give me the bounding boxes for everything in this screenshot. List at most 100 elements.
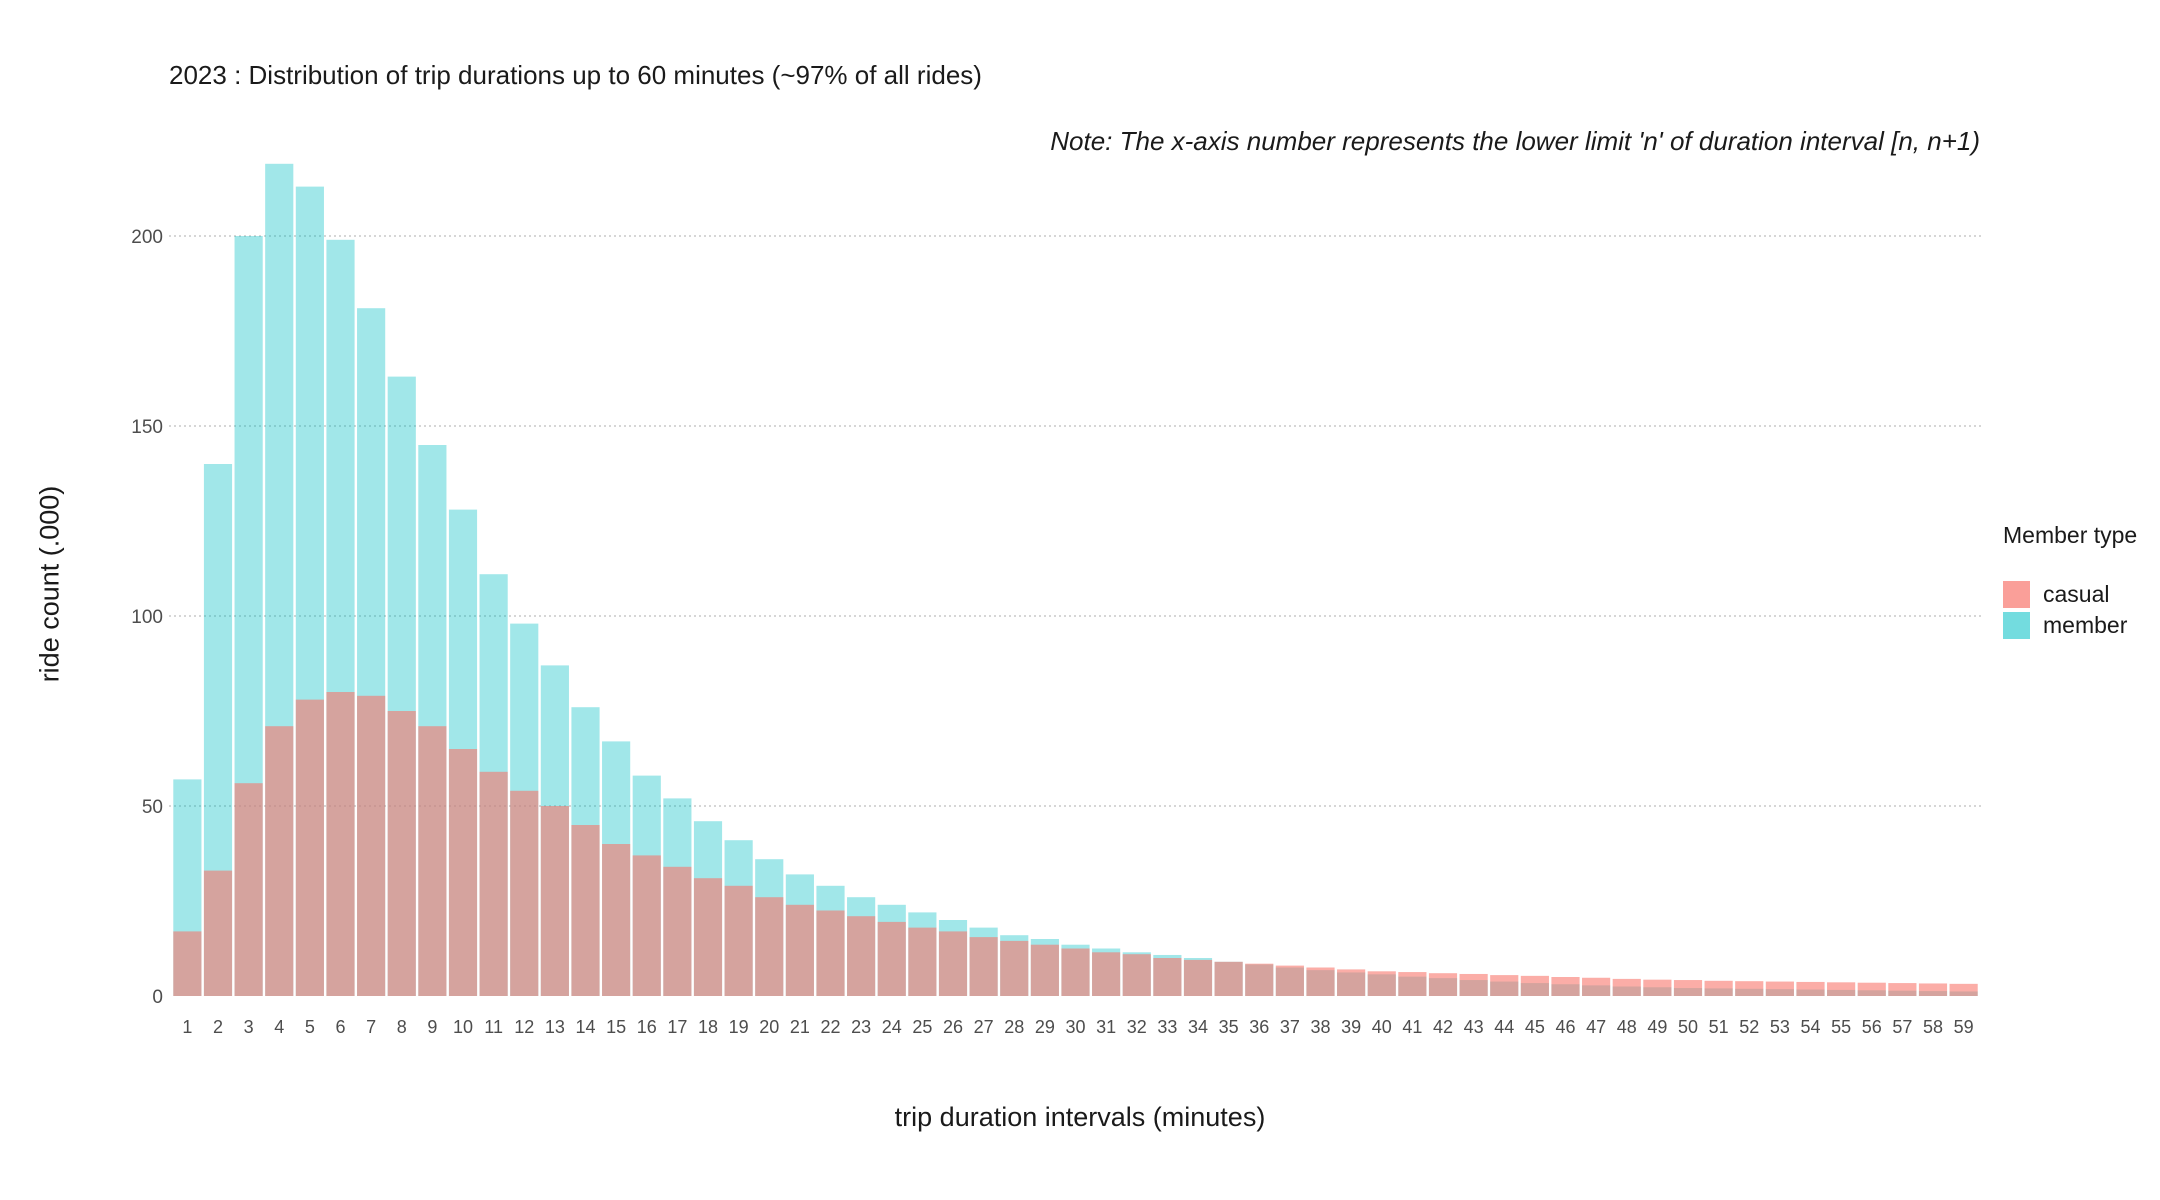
- x-tick-label-50: 50: [1678, 1017, 1698, 1037]
- x-tick-label-16: 16: [637, 1017, 657, 1037]
- bar-casual-1: [173, 931, 202, 996]
- bar-casual-29: [1030, 944, 1059, 996]
- bar-casual-41: [1398, 972, 1427, 996]
- bar-casual-16: [632, 855, 661, 996]
- x-tick-label-14: 14: [575, 1017, 595, 1037]
- x-tick-label-31: 31: [1096, 1017, 1116, 1037]
- bar-casual-7: [357, 695, 386, 996]
- x-tick-label-26: 26: [943, 1017, 963, 1037]
- legend-swatch-casual: [2003, 581, 2030, 608]
- legend-label-member: member: [2043, 612, 2128, 638]
- x-tick-label-13: 13: [545, 1017, 565, 1037]
- x-tick-label-34: 34: [1188, 1017, 1208, 1037]
- bar-casual-59: [1949, 983, 1978, 996]
- x-tick-label-15: 15: [606, 1017, 626, 1037]
- bar-casual-10: [448, 749, 478, 996]
- bar-casual-52: [1735, 981, 1764, 996]
- x-tick-label-22: 22: [820, 1017, 840, 1037]
- x-tick-label-20: 20: [759, 1017, 779, 1037]
- x-tick-label-11: 11: [484, 1017, 503, 1037]
- x-tick-label-12: 12: [514, 1017, 534, 1037]
- y-tick-label-100: 100: [131, 607, 163, 628]
- x-tick-label-4: 4: [274, 1017, 284, 1037]
- y-axis-label: ride count (.000): [34, 485, 65, 683]
- x-tick-label-39: 39: [1341, 1017, 1361, 1037]
- bar-casual-35: [1214, 961, 1243, 996]
- x-tick-label-8: 8: [397, 1017, 407, 1037]
- x-tick-label-21: 21: [790, 1017, 810, 1037]
- bar-casual-23: [847, 916, 876, 996]
- bar-casual-13: [540, 806, 569, 996]
- legend-item-casual: casual: [2003, 579, 2137, 610]
- bar-casual-27: [969, 937, 998, 996]
- x-tick-label-54: 54: [1800, 1017, 1820, 1037]
- bar-casual-40: [1367, 971, 1396, 996]
- legend-title: Member type: [2003, 522, 2138, 548]
- x-tick-label-52: 52: [1739, 1017, 1759, 1037]
- bar-casual-39: [1337, 969, 1366, 996]
- bar-casual-17: [663, 866, 692, 996]
- y-tick-label-50: 50: [142, 797, 163, 818]
- bar-casual-4: [265, 726, 294, 996]
- x-tick-label-38: 38: [1310, 1017, 1330, 1037]
- x-tick-label-5: 5: [305, 1017, 315, 1037]
- bar-casual-48: [1612, 978, 1641, 996]
- x-tick-label-57: 57: [1892, 1017, 1912, 1037]
- bar-casual-18: [693, 878, 723, 996]
- bar-casual-54: [1796, 981, 1825, 996]
- bar-casual-28: [1000, 940, 1029, 996]
- legend-swatch-member: [2003, 612, 2030, 639]
- legend-label-casual: casual: [2043, 581, 2110, 607]
- bar-casual-50: [1673, 980, 1703, 996]
- x-tick-label-24: 24: [882, 1017, 902, 1037]
- bar-casual-5: [295, 699, 324, 996]
- legend-item-member: member: [2003, 610, 2137, 641]
- x-tick-label-2: 2: [213, 1017, 223, 1037]
- x-tick-label-17: 17: [667, 1017, 687, 1037]
- x-tick-label-36: 36: [1249, 1017, 1269, 1037]
- legend: Member type casual member: [2003, 522, 2137, 641]
- x-tick-label-6: 6: [335, 1017, 345, 1037]
- bar-casual-45: [1520, 975, 1549, 996]
- x-tick-label-35: 35: [1219, 1017, 1239, 1037]
- bar-casual-9: [418, 726, 447, 996]
- bar-casual-33: [1153, 958, 1182, 996]
- bar-casual-58: [1918, 983, 1948, 996]
- bar-casual-12: [510, 790, 539, 996]
- bar-casual-53: [1765, 981, 1794, 996]
- bar-casual-15: [602, 844, 631, 996]
- bar-casual-46: [1551, 977, 1580, 996]
- y-tick-label-150: 150: [131, 417, 163, 438]
- bar-casual-47: [1582, 977, 1611, 996]
- x-tick-label-58: 58: [1923, 1017, 1943, 1037]
- x-tick-label-28: 28: [1004, 1017, 1024, 1037]
- x-axis-label: trip duration intervals (minutes): [894, 1102, 1266, 1132]
- bar-casual-42: [1428, 973, 1458, 996]
- bar-casual-44: [1490, 975, 1519, 996]
- bar-casual-14: [571, 825, 600, 996]
- bar-casual-30: [1061, 948, 1090, 996]
- x-tick-label-40: 40: [1372, 1017, 1392, 1037]
- x-tick-label-47: 47: [1586, 1017, 1606, 1037]
- y-tick-label-200: 200: [131, 227, 163, 248]
- bar-casual-57: [1888, 983, 1917, 996]
- bar-casual-21: [785, 904, 814, 996]
- bar-casual-8: [387, 711, 416, 996]
- bar-casual-43: [1459, 973, 1488, 996]
- x-tick-label-55: 55: [1831, 1017, 1851, 1037]
- bar-casual-38: [1306, 967, 1335, 996]
- bar-casual-25: [908, 927, 937, 996]
- bar-casual-11: [479, 771, 508, 996]
- bar-casual-6: [326, 692, 355, 996]
- bar-casual-26: [938, 931, 968, 996]
- bar-casual-36: [1245, 963, 1274, 996]
- x-tick-label-1: 1: [182, 1017, 192, 1037]
- x-tick-label-30: 30: [1065, 1017, 1085, 1037]
- bar-casual-22: [816, 910, 845, 996]
- bar-casual-49: [1643, 979, 1672, 996]
- bar-casual-34: [1183, 959, 1213, 996]
- x-tick-label-7: 7: [366, 1017, 376, 1037]
- bar-casual-37: [1275, 965, 1304, 996]
- x-tick-label-51: 51: [1709, 1017, 1729, 1037]
